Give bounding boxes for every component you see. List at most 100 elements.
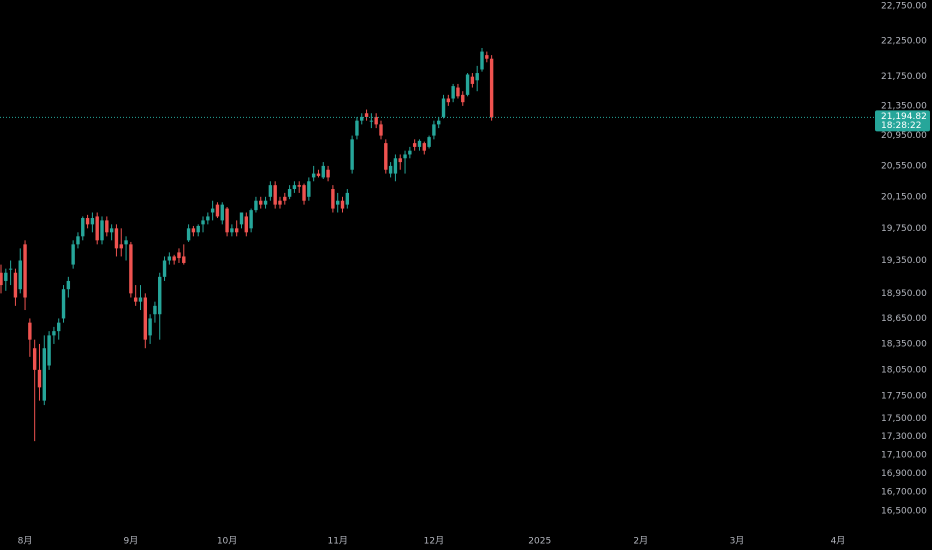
candle-body <box>177 252 181 259</box>
candle-body <box>210 208 215 213</box>
y-tick-label: 18,950.00 <box>881 289 927 299</box>
candle-body <box>182 256 186 263</box>
candle-body <box>8 268 13 270</box>
candle-body <box>393 158 398 174</box>
candle-body <box>408 150 412 155</box>
candle-body <box>133 297 138 302</box>
y-tick-label: 17,100.00 <box>881 450 927 460</box>
candle-body <box>326 169 330 178</box>
y-tick-label: 21,350.00 <box>881 101 927 111</box>
y-tick-label: 16,700.00 <box>881 488 927 498</box>
candle-body <box>244 216 249 233</box>
candle-body <box>124 240 128 245</box>
candle-body <box>283 196 287 201</box>
candle-body <box>451 86 455 99</box>
candle-body <box>13 272 18 298</box>
candle-body <box>220 204 224 221</box>
last-price-box <box>875 110 930 132</box>
candle-body <box>57 322 61 332</box>
candle-body <box>465 74 470 95</box>
candle-body <box>470 76 475 84</box>
candle-body <box>311 173 316 178</box>
candle-body <box>432 124 436 136</box>
x-tick-label: 2月 <box>633 536 648 547</box>
candle-body <box>81 218 85 237</box>
last-price-label: 21,194.82 <box>881 112 927 122</box>
candle-body <box>307 181 311 197</box>
candle-body <box>249 210 253 229</box>
y-tick-label: 21,750.00 <box>881 72 927 82</box>
y-tick-label: 17,500.00 <box>881 414 927 424</box>
candle-body <box>273 185 277 205</box>
x-tick-label: 10月 <box>217 536 237 547</box>
candle-body <box>302 185 306 201</box>
y-tick-label: 18,050.00 <box>881 365 927 375</box>
candle-body <box>297 185 301 187</box>
candle-body <box>23 244 27 298</box>
y-tick-label: 16,900.00 <box>881 469 927 479</box>
candle-body <box>461 94 465 103</box>
candle-body <box>206 216 210 221</box>
candle-body <box>114 228 119 249</box>
candle-body <box>61 289 66 319</box>
y-tick-label: 19,750.00 <box>881 224 927 234</box>
x-tick-label: 9月 <box>124 536 139 547</box>
candle-body <box>162 260 167 277</box>
y-tick-label: 20,150.00 <box>881 192 927 202</box>
candle-body <box>441 98 446 117</box>
candle-body <box>379 124 383 136</box>
x-tick-label: 12月 <box>424 536 444 547</box>
candle-body <box>336 200 340 205</box>
candle-body <box>364 113 369 117</box>
candle-body <box>28 322 32 340</box>
candle-body <box>100 220 104 241</box>
candle-body <box>398 158 402 163</box>
candle-body <box>109 228 114 233</box>
candle-body <box>350 139 354 170</box>
candle-body <box>158 276 162 315</box>
countdown-label: 18:28:22 <box>881 121 921 131</box>
candle-body <box>95 216 99 241</box>
candle-body <box>422 143 426 151</box>
candle-body <box>148 318 152 336</box>
candle-body <box>167 256 172 261</box>
candle-body <box>4 272 8 281</box>
candle-body <box>321 165 325 178</box>
candle-body <box>316 173 321 176</box>
candle-body <box>263 200 268 205</box>
candle-body <box>90 218 95 225</box>
y-tick-label: 17,750.00 <box>881 392 927 402</box>
candle-body <box>234 228 239 233</box>
candle-body <box>437 120 441 125</box>
candle-body <box>369 120 374 122</box>
candle-body <box>446 98 451 103</box>
candle-body <box>105 220 109 233</box>
candle-body <box>119 244 123 249</box>
candle-body <box>42 348 46 401</box>
candle-body <box>85 218 90 225</box>
x-tick-label: 8月 <box>18 536 33 547</box>
y-tick-label: 22,250.00 <box>881 36 927 46</box>
candle-body <box>196 225 200 233</box>
y-tick-label: 19,350.00 <box>881 256 927 266</box>
candle-body <box>292 185 297 190</box>
candle-body <box>417 140 422 147</box>
candle-body <box>186 228 191 241</box>
candle-body <box>485 55 489 59</box>
candle-body <box>18 260 22 290</box>
candle-body <box>254 200 258 211</box>
candle-body <box>388 165 393 174</box>
y-tick-label: 16,500.00 <box>881 507 927 517</box>
candle-body <box>0 272 3 286</box>
candle-body <box>360 116 364 121</box>
candle-body <box>355 120 359 136</box>
candle-body <box>76 236 80 245</box>
candle-body <box>456 87 460 97</box>
candle-body <box>37 369 42 388</box>
candle-body <box>239 212 244 225</box>
candle-body <box>489 58 494 118</box>
candle-body <box>129 244 133 294</box>
candle-body <box>71 244 75 265</box>
